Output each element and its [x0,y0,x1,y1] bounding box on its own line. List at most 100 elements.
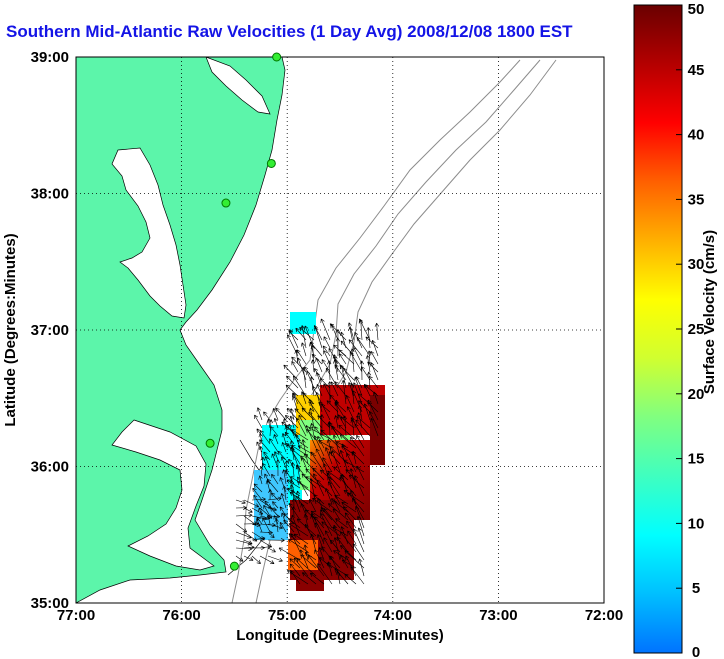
velocity-arrow [341,501,357,513]
velocity-arrow [374,322,380,341]
velocity-arrow [301,473,317,489]
velocity-arrow [355,419,371,437]
lon-tick-label: 74:00 [374,607,412,624]
velocity-arrow [340,545,357,561]
velocity-arrow [309,498,317,513]
velocity-arrow [283,519,295,533]
velocity-arrow [318,402,331,413]
velocity-arrow [332,524,341,545]
velocity-arrow [302,392,315,405]
velocity-arrow [339,365,347,389]
velocity-arrow [334,568,349,585]
velocity-arrow [243,499,260,508]
y-axis-label: Latitude (Degrees:Minutes) [2,233,19,426]
velocity-arrow [323,508,341,529]
velocity-arrow [331,450,341,473]
velocity-arrow [320,318,331,341]
velocity-arrow [310,451,325,473]
lon-tick-label: 73:00 [479,607,517,624]
velocity-arrow [335,518,349,529]
colorbar-tick-label: 10 [688,515,705,532]
velocity-arrow [301,439,309,465]
velocity-arrow [267,538,285,543]
velocity-arrow [260,456,265,469]
velocity-arrow [357,405,363,421]
velocity-arrow [332,434,341,457]
velocity-arrow [290,489,301,513]
station-marker [205,438,215,448]
velocity-arrow [267,514,281,519]
velocity-arrow [308,427,333,441]
velocity-arrow [259,466,264,477]
velocity-arrow [350,566,365,585]
velocity-arrow [316,384,323,397]
velocity-arrow [267,507,277,512]
velocity-arrow [267,531,275,538]
colorbar-tick-label: 15 [688,451,705,468]
station-marker [229,561,239,571]
velocity-arrow [286,479,301,489]
velocity-arrow [320,513,333,537]
lat-tick-label: 35:00 [31,595,69,612]
velocity-arrow [253,483,263,493]
colorbar-label: Surface Velocity (cm/s) [701,230,718,394]
velocity-arrow [252,487,263,501]
velocity-arrow [235,555,244,562]
velocity-arrow [312,467,325,481]
velocity-arrow [350,348,355,373]
velocity-arrow [334,494,349,505]
velocity-arrow [364,384,379,397]
lat-tick-label: 36:00 [31,459,69,476]
velocity-arrow [271,453,279,469]
velocity-arrow [320,469,333,481]
velocity-arrow [305,425,317,449]
velocity-arrow [314,549,325,569]
velocity-arrow [272,501,279,509]
velocity-arrow [290,533,301,553]
hf-radar-stations [205,52,282,571]
velocity-arrow [302,572,317,585]
velocity-arrow [328,503,349,521]
velocity-arrow [370,350,379,365]
velocity-arrow [309,401,323,421]
velocity-arrow [332,508,341,521]
velocity-arrow [305,468,317,481]
lat-tick-label: 38:00 [31,186,69,203]
velocity-arrow [269,438,279,453]
lon-tick-label: 77:00 [57,607,95,624]
velocity-arrow [355,505,365,529]
velocity-arrow [277,450,287,461]
velocity-arrow [235,523,248,533]
velocity-arrow [319,378,331,389]
velocity-arrow [251,522,261,527]
velocity-arrow [293,533,309,545]
velocity-arrow [316,479,333,497]
velocity-arrow [327,481,341,505]
velocity-arrow [275,459,281,477]
velocity-arrow [353,528,365,553]
velocity-arrow [314,522,325,545]
velocity-arrow [253,494,263,509]
colorbar-tick-label: 45 [688,62,705,79]
velocity-arrow [322,457,333,473]
velocity-arrow [273,417,279,429]
velocity-arrow [288,503,301,521]
velocity-arrow [259,530,273,535]
delaware-bay [205,57,271,115]
lon-tick-label: 75:00 [268,607,306,624]
velocity-arrow [315,357,323,373]
velocity-arrow [341,380,347,405]
velocity-arrow [327,381,332,405]
velocity-arrow [296,518,317,537]
velocity-arrow [321,403,331,421]
velocity-cell-east [370,395,385,465]
velocity-arrow [281,421,299,437]
pamlico-sound [111,419,215,571]
velocity-arrow [259,430,271,445]
velocity-arrow [259,499,272,508]
velocity-arrow [349,468,357,489]
velocity-arrow [235,513,253,518]
velocity-arrow [235,499,246,505]
velocity-arrow [363,403,371,421]
velocity-arrow [330,539,341,553]
